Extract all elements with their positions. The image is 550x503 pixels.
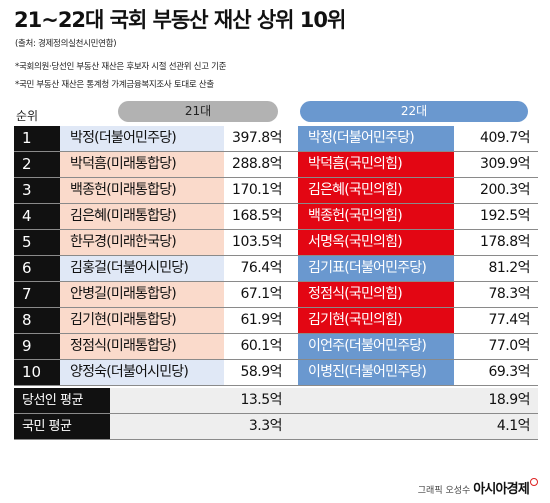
value-21: 103.5억 [224, 230, 290, 255]
name-22: 이언주(더불어민주당) [298, 334, 454, 359]
rank-cell: 8 [14, 308, 60, 333]
name-21: 박덕흠(미래통합당) [60, 152, 224, 177]
table-row: 2 박덕흠(미래통합당) 288.8억 박덕흠(국민의힘) 309.9억 [14, 152, 538, 178]
value-22: 77.0억 [454, 334, 538, 359]
name-21: 박정(더불어민주당) [60, 126, 224, 151]
table-row: 3 백종헌(미래통합당) 170.1억 김은혜(국민의힘) 200.3억 [14, 178, 538, 204]
rank-cell: 9 [14, 334, 60, 359]
footer-credit: 그래픽 오성수 아시아경제 [418, 478, 538, 497]
value-21: 76.4억 [224, 256, 290, 281]
table-row: 10 양정숙(더불어시민당) 58.9억 이병진(더불어민주당) 69.3억 [14, 360, 538, 386]
credit-text: 그래픽 오성수 [417, 486, 471, 496]
average-21: 13.5억 [240, 392, 282, 408]
average-label: 국민 평균 [14, 414, 110, 439]
value-22: 77.4억 [454, 308, 538, 333]
name-22: 김기표(더불어민주당) [298, 256, 454, 281]
name-21: 백종헌(미래통합당) [60, 178, 224, 203]
value-21: 67.1억 [224, 282, 290, 307]
value-21: 168.5억 [224, 204, 290, 229]
value-21: 60.1억 [224, 334, 290, 359]
value-22: 178.8억 [454, 230, 538, 255]
col22-header: 22대 [300, 101, 528, 122]
footnote-2: *국민 부동산 재산은 통계청 가계금융복지조사 토대로 산출 [15, 80, 214, 90]
brand-mark-icon [530, 478, 538, 486]
rank-header: 순위 [16, 109, 39, 123]
value-21: 58.9억 [224, 360, 290, 385]
average-22: 18.9억 [488, 392, 530, 408]
name-22: 백종헌(국민의힘) [298, 204, 454, 229]
average-row: 국민 평균 3.3억 4.1억 [14, 414, 538, 440]
name-21: 김기현(미래통합당) [60, 308, 224, 333]
value-22: 69.3억 [454, 360, 538, 385]
value-21: 170.1억 [224, 178, 290, 203]
value-21: 61.9억 [224, 308, 290, 333]
name-22: 김기현(국민의힘) [298, 308, 454, 333]
rank-cell: 7 [14, 282, 60, 307]
value-22: 192.5억 [454, 204, 538, 229]
name-22: 서명옥(국민의힘) [298, 230, 454, 255]
table-row: 1 박정(더불어민주당) 397.8억 박정(더불어민주당) 409.7억 [14, 126, 538, 152]
rank-cell: 1 [14, 126, 60, 151]
name-21: 김홍걸(더불어시민당) [60, 256, 224, 281]
rank-cell: 10 [14, 360, 60, 385]
table-row: 8 김기현(미래통합당) 61.9억 김기현(국민의힘) 77.4억 [14, 308, 538, 334]
table-row: 9 정점식(미래통합당) 60.1억 이언주(더불어민주당) 77.0억 [14, 334, 538, 360]
name-21: 김은혜(미래통합당) [60, 204, 224, 229]
value-22: 409.7억 [454, 126, 538, 151]
rank-cell: 4 [14, 204, 60, 229]
average-label: 당선인 평균 [14, 388, 110, 413]
name-21: 정점식(미래통합당) [60, 334, 224, 359]
source-note: (출처: 경제정의실천시민연합) [15, 39, 117, 49]
value-21: 397.8억 [224, 126, 290, 151]
value-21: 288.8억 [224, 152, 290, 177]
value-22: 200.3억 [454, 178, 538, 203]
name-22: 정점식(국민의힘) [298, 282, 454, 307]
name-21: 양정숙(더불어시민당) [60, 360, 224, 385]
table-row: 7 안병길(미래통합당) 67.1억 정점식(국민의힘) 78.3억 [14, 282, 538, 308]
name-22: 박덕흠(국민의힘) [298, 152, 454, 177]
average-21: 3.3억 [248, 418, 283, 434]
rank-cell: 3 [14, 178, 60, 203]
name-21: 안병길(미래통합당) [60, 282, 224, 307]
value-22: 309.9억 [454, 152, 538, 177]
average-row: 당선인 평균 13.5억 18.9억 [14, 388, 538, 414]
average-22: 4.1억 [496, 418, 531, 434]
table-row: 6 김홍걸(더불어시민당) 76.4억 김기표(더불어민주당) 81.2억 [14, 256, 538, 282]
chart-title: 21~22대 국회 부동산 재산 상위 10위 [14, 8, 346, 32]
name-21: 한무경(미래한국당) [60, 230, 224, 255]
name-22: 김은혜(국민의힘) [298, 178, 454, 203]
value-22: 78.3억 [454, 282, 538, 307]
rank-cell: 2 [14, 152, 60, 177]
table-row: 5 한무경(미래한국당) 103.5억 서명옥(국민의힘) 178.8억 [14, 230, 538, 256]
value-22: 81.2억 [454, 256, 538, 281]
col21-header: 21대 [118, 101, 278, 122]
table-row: 4 김은혜(미래통합당) 168.5억 백종헌(국민의힘) 192.5억 [14, 204, 538, 230]
rank-cell: 6 [14, 256, 60, 281]
name-22: 박정(더불어민주당) [298, 126, 454, 151]
name-22: 이병진(더불어민주당) [298, 360, 454, 385]
footnote-1: *국회의원·당선인 부동산 재산은 후보자 시절 선관위 신고 기준 [15, 62, 227, 72]
rank-cell: 5 [14, 230, 60, 255]
brand-logo: 아시아경제 [473, 482, 530, 497]
